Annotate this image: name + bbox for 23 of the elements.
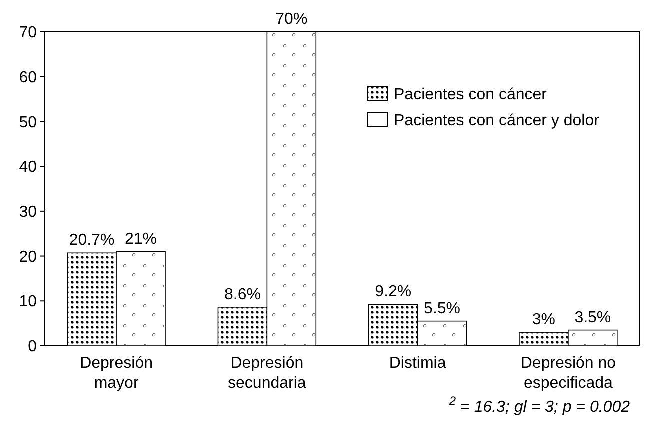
data-label: 5.5% xyxy=(424,300,461,318)
y-tick-label: 70 xyxy=(19,24,38,42)
legend-label: Pacientes con cáncer y dolor xyxy=(394,112,600,130)
y-tick-label: 40 xyxy=(19,159,38,176)
x-tick-label: Distimia xyxy=(389,355,446,372)
y-tick-label: 50 xyxy=(19,114,38,132)
x-tick-label: Depresión secundaria xyxy=(228,355,306,392)
y-tick-label: 0 xyxy=(28,338,38,356)
y-tick-label: 20 xyxy=(19,248,38,266)
x-tick-label: Depresión no especificada xyxy=(520,355,616,392)
legend-label: Pacientes con cáncer xyxy=(394,86,548,104)
text: $^{2}$ = 16.3; gl = 3; p = 0.002 xyxy=(448,394,630,416)
data-label: 20.7% xyxy=(69,232,115,250)
data-label: 3% xyxy=(532,312,556,329)
data-label: 3.5% xyxy=(574,309,612,326)
y-tick-label: 60 xyxy=(19,69,38,86)
y-tick-label: 10 xyxy=(19,294,38,311)
data-label: 21% xyxy=(125,230,158,248)
data-label: 70% xyxy=(276,11,308,28)
y-tick-label: 30 xyxy=(19,204,38,222)
x-tick-label: Depresión mayor xyxy=(80,355,154,392)
data-label: 8.6% xyxy=(224,286,261,304)
data-label: 9.2% xyxy=(375,284,412,301)
